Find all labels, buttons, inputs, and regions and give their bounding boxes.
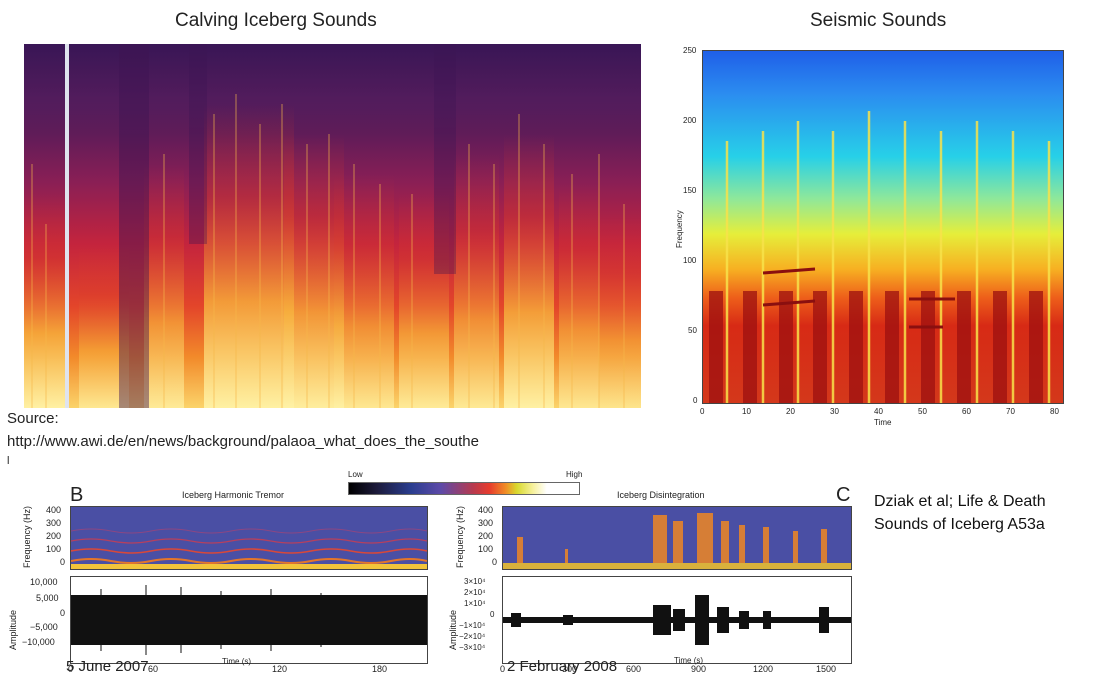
panel-b-spec-y-tick: 200 [46, 531, 62, 541]
panel-c-wave-y-tick: 3×10⁴ [464, 577, 486, 586]
panel-c-spec-ylabel: Frequency (Hz) [455, 505, 465, 568]
panel-c-spectrogram-image [503, 507, 851, 569]
panel-b-waveform [70, 576, 428, 664]
panel-b-letter: B [70, 484, 84, 506]
panel-c-x-tick: 1200 [753, 664, 774, 674]
seismic-x-tick: 50 [918, 407, 927, 416]
panel-b-wave-y-tick: 5,000 [36, 593, 59, 603]
source-label: Source: [7, 410, 59, 427]
panel-c-wave-y-tick: −1×10⁴ [459, 621, 486, 630]
panel-c-x-tick: 300 [562, 664, 578, 674]
calving-spectrogram-image [24, 44, 641, 408]
panel-c-xlabel: Time (s) [674, 656, 704, 665]
source-url[interactable]: http://www.awi.de/en/news/background/pal… [7, 433, 479, 450]
seismic-x-tick: 80 [1050, 407, 1059, 416]
panel-c-spec-y-tick: 400 [478, 505, 494, 515]
panel-b-x-tick: 180 [372, 664, 388, 674]
panel-b-xlabel: Time (s) [222, 657, 252, 666]
seismic-y-tick: 50 [688, 326, 697, 335]
panel-b-title: Iceberg Harmonic Tremor [182, 490, 285, 500]
panel-c-letter: C [836, 484, 851, 506]
panel-c-wave-y-tick: −2×10⁴ [459, 632, 486, 641]
panel-c-spec-y-tick: 300 [478, 518, 494, 528]
calving-spectrogram [24, 44, 641, 408]
seismic-y-tick: 150 [683, 186, 697, 195]
seismic-title: Seismic Sounds [810, 10, 947, 31]
seismic-spectrogram [702, 50, 1064, 404]
seismic-ylabel: Frequency [675, 210, 684, 248]
panel-b-spec-y-tick: 100 [46, 544, 62, 554]
panel-c-waveform-image [503, 577, 851, 663]
panel-b-x-tick: 120 [272, 664, 288, 674]
panel-c-spec-y-tick: 0 [492, 557, 498, 567]
panel-b-wave-y-tick: 10,000 [30, 577, 58, 587]
panel-c-spec-y-tick: 200 [478, 531, 494, 541]
panel-c-spec-y-tick: 100 [478, 544, 494, 554]
credit-line-1: Dziak et al; Life & Death [874, 493, 1046, 510]
panel-c-date: 2 February 2008 [507, 658, 618, 675]
panel-b-spec-y-tick: 400 [46, 505, 62, 515]
panel-c-spectrogram [502, 506, 852, 570]
panel-b-spec-ylabel: Frequency (Hz) [22, 505, 32, 568]
seismic-x-tick: 20 [786, 407, 795, 416]
seismic-spectrogram-image [703, 51, 1063, 403]
panel-b-waveform-image [71, 577, 427, 663]
panel-c-title: Iceberg Disintegration [617, 490, 705, 500]
seismic-x-tick: 0 [700, 407, 705, 416]
seismic-x-tick: 10 [742, 407, 751, 416]
panel-b-date: 5 June 2007 [66, 658, 149, 675]
seismic-x-tick: 40 [874, 407, 883, 416]
source-url-overflow: l [7, 455, 10, 467]
seismic-xlabel: Time [874, 418, 892, 427]
panel-b-wave-y-tick: 0 [60, 608, 66, 618]
panel-c-wave-y-tick: 0 [490, 610, 495, 619]
seismic-y-tick: 0 [693, 396, 698, 405]
seismic-y-tick: 250 [683, 46, 697, 55]
colorbar-high-label: High [566, 470, 583, 479]
panel-b-wave-y-tick: −10,000 [22, 637, 55, 647]
panel-b-wave-ylabel: Amplitude [8, 609, 18, 650]
panel-b-spectrogram [70, 506, 428, 570]
panel-b-x-tick: 60 [148, 664, 159, 674]
panel-c-wave-y-tick: −3×10⁴ [459, 643, 486, 652]
panel-c-waveform [502, 576, 852, 664]
panel-b-spec-y-tick: 300 [46, 518, 62, 528]
panel-c-wave-y-tick: 2×10⁴ [464, 588, 486, 597]
panel-c-wave-y-tick: 1×10⁴ [464, 599, 486, 608]
colorbar-low-label: Low [348, 470, 363, 479]
panel-c-wave-ylabel: Amplitude [448, 609, 458, 650]
seismic-y-tick: 100 [683, 256, 697, 265]
seismic-x-tick: 70 [1006, 407, 1015, 416]
panel-c-x-tick: 900 [691, 664, 707, 674]
calving-title: Calving Iceberg Sounds [175, 10, 377, 31]
seismic-y-tick: 200 [683, 116, 697, 125]
seismic-x-tick: 60 [962, 407, 971, 416]
panel-b-x-tick: 0 [68, 664, 74, 674]
panel-b-spectrogram-image [71, 507, 427, 569]
panel-b-wave-y-tick: −5,000 [30, 622, 58, 632]
panel-c-x-tick: 1500 [816, 664, 837, 674]
credit-line-2: Sounds of Iceberg A53a [874, 516, 1045, 533]
colorbar [348, 482, 580, 495]
seismic-x-tick: 30 [830, 407, 839, 416]
panel-c-x-tick: 600 [626, 664, 642, 674]
panel-c-x-tick: 0 [500, 664, 506, 674]
panel-b-spec-y-tick: 0 [60, 557, 66, 567]
